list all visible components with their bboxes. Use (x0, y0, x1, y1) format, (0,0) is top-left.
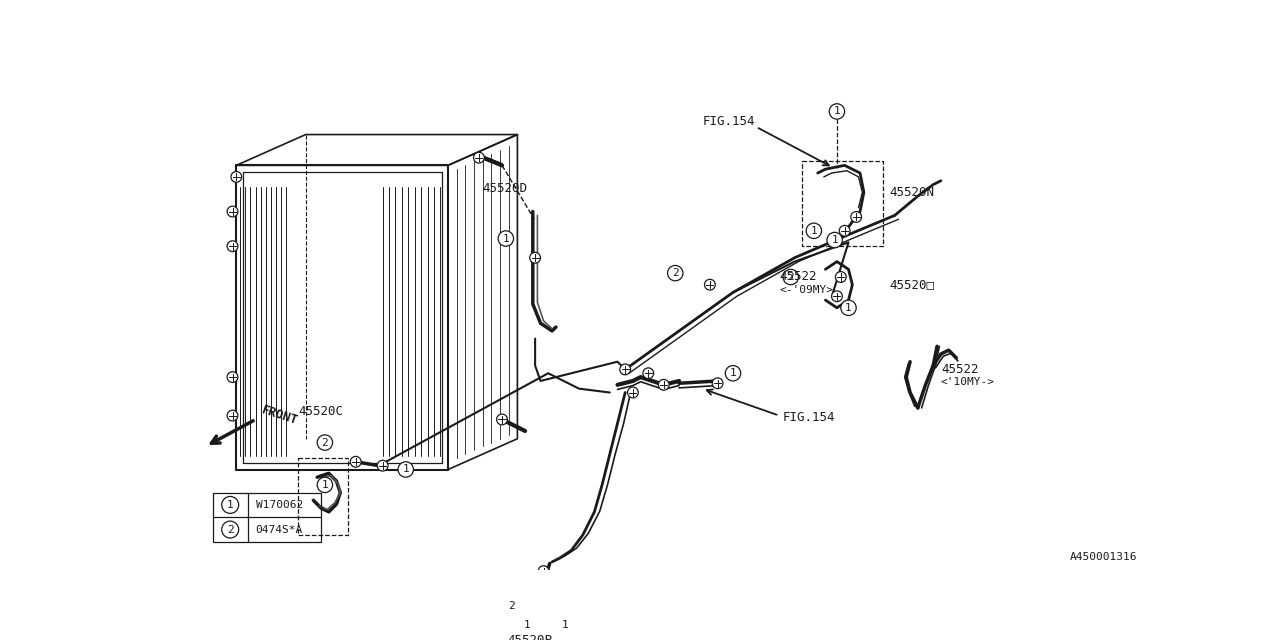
Circle shape (351, 456, 361, 467)
Circle shape (474, 152, 484, 163)
Circle shape (620, 364, 631, 375)
Text: 1: 1 (730, 368, 736, 378)
Text: 45520□: 45520□ (890, 278, 934, 291)
Circle shape (230, 172, 242, 182)
Circle shape (627, 387, 639, 398)
Circle shape (227, 410, 238, 421)
Text: 1: 1 (227, 500, 233, 510)
Circle shape (841, 300, 856, 316)
Text: 2: 2 (227, 525, 233, 534)
Circle shape (227, 241, 238, 252)
Circle shape (840, 225, 850, 236)
Text: 1: 1 (810, 226, 817, 236)
Circle shape (536, 596, 547, 607)
Circle shape (398, 462, 413, 477)
Text: 45520N: 45520N (890, 186, 934, 199)
Text: 2: 2 (787, 272, 794, 282)
Text: FIG.154: FIG.154 (783, 411, 836, 424)
Text: 1: 1 (562, 620, 568, 630)
Text: 1: 1 (503, 234, 509, 243)
Circle shape (538, 566, 549, 577)
Text: 1: 1 (831, 235, 838, 245)
Circle shape (712, 378, 723, 388)
Circle shape (658, 380, 669, 390)
Text: FIG.154: FIG.154 (703, 115, 755, 128)
Text: 2: 2 (321, 438, 328, 447)
Circle shape (668, 266, 684, 281)
Circle shape (832, 291, 842, 301)
Circle shape (317, 435, 333, 451)
Text: 1: 1 (833, 106, 841, 116)
Circle shape (827, 232, 842, 248)
Circle shape (503, 598, 518, 614)
Circle shape (643, 368, 654, 379)
Circle shape (806, 223, 822, 239)
Circle shape (498, 231, 513, 246)
Circle shape (704, 279, 716, 290)
Circle shape (518, 618, 534, 633)
Circle shape (829, 104, 845, 119)
Circle shape (851, 212, 861, 222)
Text: 45522: 45522 (780, 271, 817, 284)
Text: <'10MY->: <'10MY-> (941, 378, 995, 387)
Circle shape (726, 365, 741, 381)
Text: A450001316: A450001316 (1070, 552, 1137, 562)
Text: 45520P: 45520P (507, 634, 553, 640)
Text: 2: 2 (508, 601, 515, 611)
Text: W170062: W170062 (256, 500, 303, 510)
Text: 2: 2 (672, 268, 678, 278)
Text: FRONT: FRONT (260, 404, 300, 428)
Circle shape (836, 271, 846, 282)
Circle shape (227, 372, 238, 383)
Circle shape (221, 521, 238, 538)
Circle shape (558, 618, 573, 633)
Circle shape (317, 477, 333, 493)
Text: 1: 1 (524, 620, 530, 630)
Text: 1: 1 (321, 480, 328, 490)
Circle shape (783, 269, 799, 285)
Text: <-'09MY>: <-'09MY> (780, 285, 833, 295)
Circle shape (227, 206, 238, 217)
Text: 1: 1 (845, 303, 852, 313)
Circle shape (497, 414, 507, 425)
Text: 0474S*A: 0474S*A (256, 525, 303, 534)
Circle shape (378, 460, 388, 471)
Text: 45520D: 45520D (483, 182, 527, 195)
Circle shape (221, 497, 238, 513)
Text: 45522: 45522 (941, 363, 978, 376)
Text: 45520C: 45520C (298, 405, 343, 419)
Circle shape (530, 252, 540, 263)
Text: 1: 1 (402, 465, 410, 474)
